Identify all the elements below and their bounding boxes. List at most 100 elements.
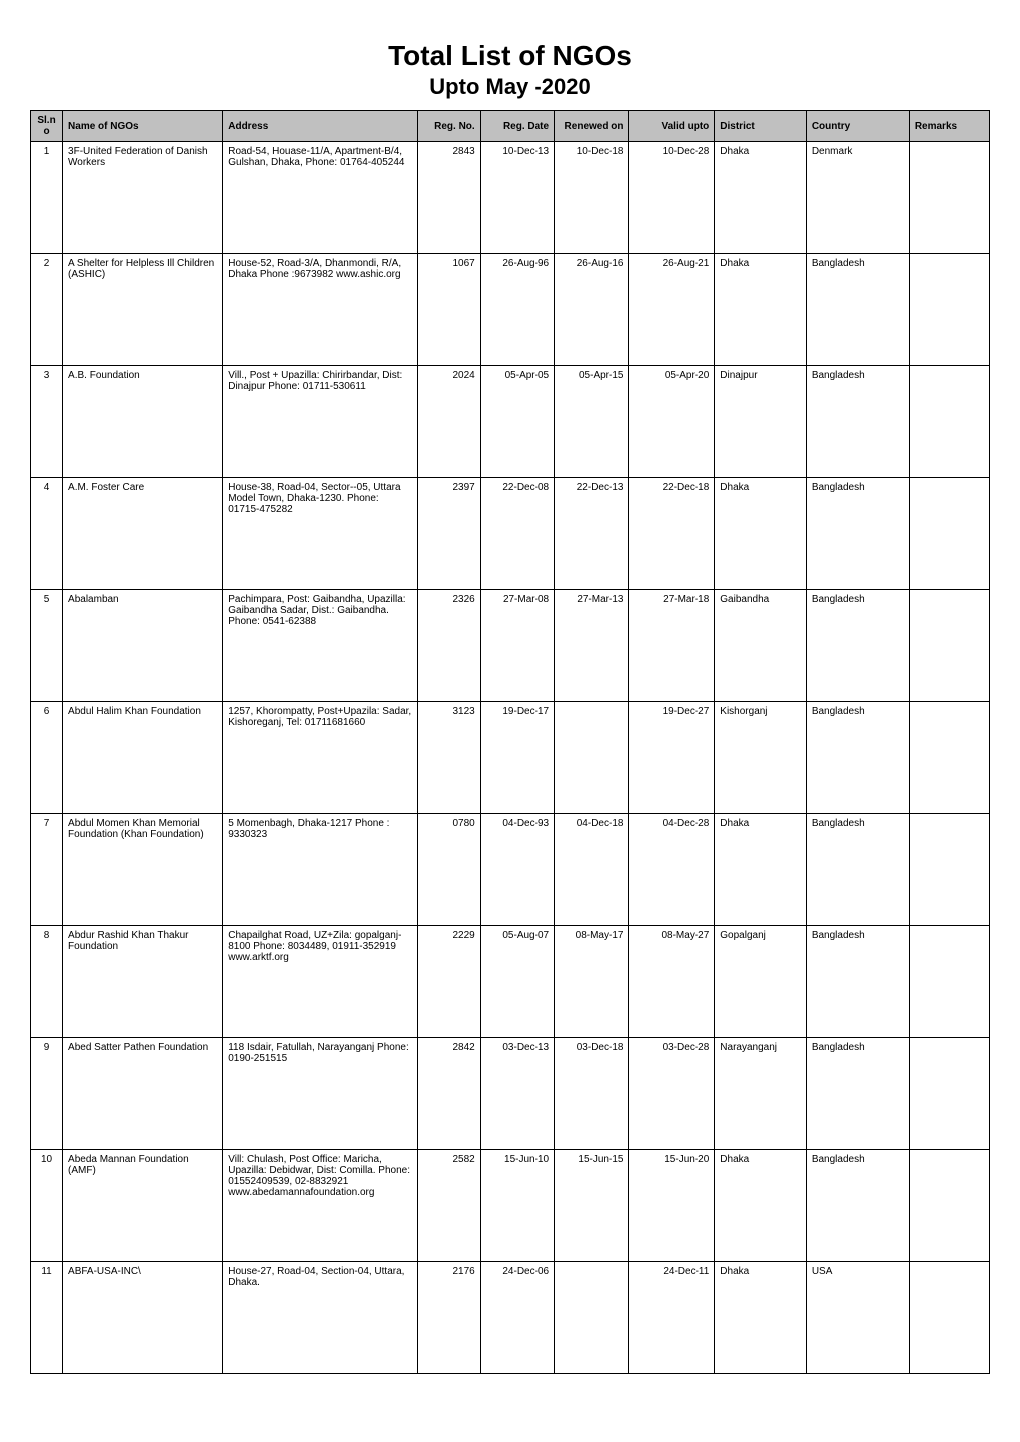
cell-country: Bangladesh bbox=[806, 814, 909, 926]
cell-remarks bbox=[909, 926, 989, 1038]
cell-renewed: 26-Aug-16 bbox=[555, 254, 629, 366]
cell-valid: 26-Aug-21 bbox=[629, 254, 715, 366]
cell-regno: 2326 bbox=[417, 590, 480, 702]
cell-country: Bangladesh bbox=[806, 366, 909, 478]
cell-regdate: 19-Dec-17 bbox=[480, 702, 554, 814]
cell-address: Vill., Post + Upazilla: Chirirbandar, Di… bbox=[223, 366, 418, 478]
cell-valid: 03-Dec-28 bbox=[629, 1038, 715, 1150]
cell-remarks bbox=[909, 1150, 989, 1262]
cell-name: Abdur Rashid Khan Thakur Foundation bbox=[63, 926, 223, 1038]
cell-name: Abeda Mannan Foundation (AMF) bbox=[63, 1150, 223, 1262]
cell-regdate: 27-Mar-08 bbox=[480, 590, 554, 702]
cell-district: Dhaka bbox=[715, 1150, 807, 1262]
cell-country: Bangladesh bbox=[806, 1150, 909, 1262]
cell-name: 3F-United Federation of Danish Workers bbox=[63, 142, 223, 254]
table-row: 9Abed Satter Pathen Foundation118 Isdair… bbox=[31, 1038, 990, 1150]
header-address: Address bbox=[223, 111, 418, 142]
page-title: Total List of NGOs bbox=[30, 40, 990, 72]
cell-country: Bangladesh bbox=[806, 702, 909, 814]
cell-remarks bbox=[909, 254, 989, 366]
cell-regno: 2229 bbox=[417, 926, 480, 1038]
cell-valid: 19-Dec-27 bbox=[629, 702, 715, 814]
cell-name: A Shelter for Helpless Ill Children (ASH… bbox=[63, 254, 223, 366]
header-remarks: Remarks bbox=[909, 111, 989, 142]
header-valid: Valid upto bbox=[629, 111, 715, 142]
cell-address: House-52, Road-3/A, Dhanmondi, R/A, Dhak… bbox=[223, 254, 418, 366]
cell-district: Narayanganj bbox=[715, 1038, 807, 1150]
cell-district: Dhaka bbox=[715, 254, 807, 366]
header-slno: Sl.no bbox=[31, 111, 63, 142]
cell-renewed: 15-Jun-15 bbox=[555, 1150, 629, 1262]
title-container: Total List of NGOs Upto May -2020 bbox=[30, 40, 990, 100]
cell-regno: 2024 bbox=[417, 366, 480, 478]
header-name: Name of NGOs bbox=[63, 111, 223, 142]
cell-regdate: 10-Dec-13 bbox=[480, 142, 554, 254]
header-renewed: Renewed on bbox=[555, 111, 629, 142]
cell-address: 1257, Khorompatty, Post+Upazila: Sadar, … bbox=[223, 702, 418, 814]
cell-renewed: 04-Dec-18 bbox=[555, 814, 629, 926]
cell-slno: 3 bbox=[31, 366, 63, 478]
table-row: 8Abdur Rashid Khan Thakur FoundationChap… bbox=[31, 926, 990, 1038]
cell-address: House-27, Road-04, Section-04, Uttara, D… bbox=[223, 1262, 418, 1374]
cell-slno: 1 bbox=[31, 142, 63, 254]
cell-regdate: 05-Aug-07 bbox=[480, 926, 554, 1038]
cell-renewed: 08-May-17 bbox=[555, 926, 629, 1038]
cell-country: Bangladesh bbox=[806, 926, 909, 1038]
table-row: 5AbalambanPachimpara, Post: Gaibandha, U… bbox=[31, 590, 990, 702]
cell-valid: 08-May-27 bbox=[629, 926, 715, 1038]
cell-district: Dhaka bbox=[715, 478, 807, 590]
cell-renewed: 05-Apr-15 bbox=[555, 366, 629, 478]
header-regdate: Reg. Date bbox=[480, 111, 554, 142]
cell-valid: 04-Dec-28 bbox=[629, 814, 715, 926]
table-header: Sl.noName of NGOsAddressReg. No.Reg. Dat… bbox=[31, 111, 990, 142]
cell-name: Abed Satter Pathen Foundation bbox=[63, 1038, 223, 1150]
cell-address: Road-54, Houase-11/A, Apartment-B/4, Gul… bbox=[223, 142, 418, 254]
cell-address: Chapailghat Road, UZ+Zila: gopalganj-810… bbox=[223, 926, 418, 1038]
cell-regno: 2582 bbox=[417, 1150, 480, 1262]
cell-address: 5 Momenbagh, Dhaka-1217 Phone : 9330323 bbox=[223, 814, 418, 926]
cell-slno: 6 bbox=[31, 702, 63, 814]
cell-district: Gaibandha bbox=[715, 590, 807, 702]
cell-regdate: 26-Aug-96 bbox=[480, 254, 554, 366]
cell-slno: 2 bbox=[31, 254, 63, 366]
cell-valid: 24-Dec-11 bbox=[629, 1262, 715, 1374]
cell-address: Vill: Chulash, Post Office: Maricha, Upa… bbox=[223, 1150, 418, 1262]
cell-name: ABFA-USA-INC\ bbox=[63, 1262, 223, 1374]
table-body: 13F-United Federation of Danish WorkersR… bbox=[31, 142, 990, 1374]
cell-slno: 9 bbox=[31, 1038, 63, 1150]
cell-valid: 27-Mar-18 bbox=[629, 590, 715, 702]
cell-slno: 7 bbox=[31, 814, 63, 926]
cell-valid: 10-Dec-28 bbox=[629, 142, 715, 254]
cell-district: Dhaka bbox=[715, 1262, 807, 1374]
cell-country: Bangladesh bbox=[806, 254, 909, 366]
cell-name: Abdul Halim Khan Foundation bbox=[63, 702, 223, 814]
cell-valid: 22-Dec-18 bbox=[629, 478, 715, 590]
cell-name: A.M. Foster Care bbox=[63, 478, 223, 590]
cell-name: A.B. Foundation bbox=[63, 366, 223, 478]
cell-regdate: 22-Dec-08 bbox=[480, 478, 554, 590]
cell-address: 118 Isdair, Fatullah, Narayanganj Phone:… bbox=[223, 1038, 418, 1150]
cell-renewed bbox=[555, 702, 629, 814]
cell-regno: 0780 bbox=[417, 814, 480, 926]
cell-address: Pachimpara, Post: Gaibandha, Upazilla: G… bbox=[223, 590, 418, 702]
cell-district: Dhaka bbox=[715, 814, 807, 926]
cell-district: Kishorganj bbox=[715, 702, 807, 814]
cell-slno: 5 bbox=[31, 590, 63, 702]
cell-address: House-38, Road-04, Sector--05, Uttara Mo… bbox=[223, 478, 418, 590]
cell-slno: 8 bbox=[31, 926, 63, 1038]
cell-regdate: 15-Jun-10 bbox=[480, 1150, 554, 1262]
cell-country: Bangladesh bbox=[806, 1038, 909, 1150]
cell-remarks bbox=[909, 702, 989, 814]
cell-remarks bbox=[909, 1038, 989, 1150]
ngo-table: Sl.noName of NGOsAddressReg. No.Reg. Dat… bbox=[30, 110, 990, 1374]
cell-regdate: 24-Dec-06 bbox=[480, 1262, 554, 1374]
cell-remarks bbox=[909, 814, 989, 926]
table-row: 7Abdul Momen Khan Memorial Foundation (K… bbox=[31, 814, 990, 926]
cell-country: Bangladesh bbox=[806, 478, 909, 590]
cell-renewed: 03-Dec-18 bbox=[555, 1038, 629, 1150]
cell-slno: 11 bbox=[31, 1262, 63, 1374]
cell-district: Dhaka bbox=[715, 142, 807, 254]
table-row: 11ABFA-USA-INC\House-27, Road-04, Sectio… bbox=[31, 1262, 990, 1374]
cell-district: Gopalganj bbox=[715, 926, 807, 1038]
table-row: 10Abeda Mannan Foundation (AMF)Vill: Chu… bbox=[31, 1150, 990, 1262]
